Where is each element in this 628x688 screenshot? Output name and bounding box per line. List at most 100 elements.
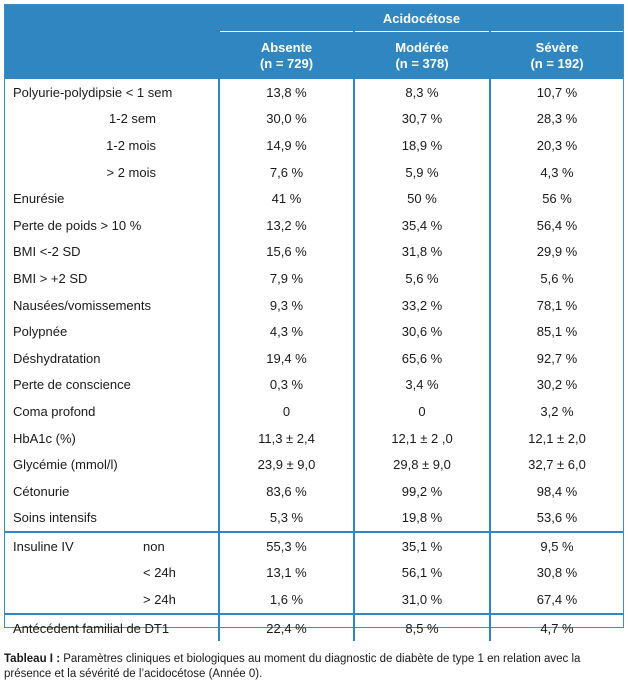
- row-value: 31,8 %: [353, 238, 490, 266]
- table-row: 1-2 sem 30,0 % 30,7 % 28,3 %: [5, 105, 624, 133]
- row-value: 14,9 %: [218, 132, 354, 159]
- row-value: 12,1 ± 2,0: [488, 424, 624, 452]
- row-value: 55,3 %: [218, 531, 354, 560]
- row-value: 56 %: [488, 185, 624, 212]
- row-value: 53,6 %: [488, 504, 624, 533]
- row-value: 19,4 %: [218, 344, 354, 372]
- row-value: 83,6 %: [218, 477, 354, 505]
- row-label: HbA1c (%): [13, 430, 76, 446]
- row-value: 0: [218, 398, 354, 425]
- row-value: 31,0 %: [353, 586, 490, 614]
- row-value: 33,2 %: [353, 291, 490, 319]
- row-value: 8,5 %: [353, 612, 490, 642]
- data-table-frame: Acidocétose Absente (n = 729) Modérée (n…: [4, 4, 624, 642]
- row-value: 35,4 %: [353, 211, 490, 239]
- row-label: Perte de poids > 10 %: [13, 217, 142, 233]
- table-row: Soins intensifs 5,3 % 19,8 % 53,6 %: [5, 504, 624, 533]
- row-value: 8,3 %: [353, 79, 490, 106]
- table-row: BMI > +2 SD 7,9 % 5,6 % 5,6 %: [5, 265, 624, 292]
- table-row: Perte de conscience 0,3 % 3,4 % 30,2 %: [5, 371, 624, 399]
- row-label: Cétonurie: [13, 483, 70, 499]
- table-row: Cétonurie 83,6 % 99,2 % 98,4 %: [5, 477, 624, 505]
- row-value: 65,6 %: [353, 344, 490, 372]
- row-value: 13,2 %: [218, 211, 354, 239]
- row-value: 18,9 %: [353, 132, 490, 159]
- table-row: Glycémie (mmol/l) 23,9 ± 9,0 29,8 ± 9,0 32,…: [5, 451, 624, 478]
- row-value: 29,8 ± 9,0: [353, 451, 490, 478]
- table-row: HbA1c (%) 11,3 ± 2,4 12,1 ± 2 ,0 12,1 ± 2,0: [5, 424, 624, 452]
- table-row: Antécédent familial de DT1 22,4 % 8,5 % 4,7…: [5, 612, 624, 642]
- row-value: 12,1 ± 2 ,0: [353, 424, 490, 452]
- row-value: 92,7 %: [488, 344, 624, 372]
- table-row: < 24h 13,1 % 56,1 % 30,8 %: [5, 559, 624, 587]
- insulin-sub-label: non: [143, 538, 165, 554]
- row-label: Insuline IV non: [5, 531, 219, 560]
- row-value: 13,8 %: [218, 79, 354, 106]
- row-value: 56,4 %: [488, 211, 624, 239]
- header-column-n: (n = 192): [530, 55, 584, 71]
- insulin-label-wrap: Insuline IV non: [13, 539, 218, 554]
- row-value: 7,9 %: [218, 265, 354, 292]
- row-value: 30,7 %: [353, 105, 490, 133]
- row-label: BMI > +2 SD: [13, 270, 88, 286]
- header-column-name: Modérée: [395, 39, 449, 55]
- row-value: 23,9 ± 9,0: [218, 451, 354, 478]
- table-row: Nausées/vomissements 9,3 % 33,2 % 78,1 %: [5, 291, 624, 319]
- row-value: 99,2 %: [353, 477, 490, 505]
- row-label: Déshydratation: [13, 350, 101, 366]
- row-value: 7,6 %: [218, 158, 354, 186]
- table-row: Enurésie 41 % 50 % 56 %: [5, 185, 624, 212]
- header-acidocetose: Acidocétose: [217, 5, 624, 32]
- row-value: 13,1 %: [218, 559, 354, 587]
- row-value: 30,8 %: [488, 559, 624, 587]
- row-value: 15,6 %: [218, 238, 354, 266]
- row-value: 19,8 %: [353, 504, 490, 533]
- table-row: Déshydratation 19,4 % 65,6 % 92,7 %: [5, 344, 624, 372]
- row-label: Perte de conscience: [13, 377, 131, 393]
- header-column-moderee: Modérée (n = 378): [353, 31, 490, 79]
- row-value: 4,7 %: [488, 612, 624, 642]
- row-value: 9,3 %: [218, 291, 354, 319]
- row-value: 0: [353, 398, 490, 425]
- row-label: Polyurie-polydipsie < 1 sem: [13, 84, 173, 100]
- row-value: 28,3 %: [488, 105, 624, 133]
- table-row: > 2 mois 7,6 % 5,9 % 4,3 %: [5, 158, 624, 186]
- header-column-name: Sévère: [535, 39, 579, 55]
- table-caption: Tableau I : Paramètres cliniques et biol…: [4, 652, 624, 682]
- row-value: 41 %: [218, 185, 354, 212]
- header-column-absente: Absente (n = 729): [218, 31, 354, 79]
- row-value: 10,7 %: [488, 79, 624, 106]
- table-row: Polyurie-polydipsie < 1 sem 13,8 % 8,3 % 10…: [5, 79, 624, 106]
- row-label: Soins intensifs: [13, 510, 97, 526]
- row-label: 1-2 sem: [109, 111, 156, 127]
- row-value: 5,6 %: [353, 265, 490, 292]
- insulin-label: Insuline IV: [13, 538, 74, 554]
- header-column-severe: Sévère (n = 192): [488, 31, 624, 79]
- row-value: 30,0 %: [218, 105, 354, 133]
- row-value: 1,6 %: [218, 586, 354, 614]
- row-value: 85,1 %: [488, 318, 624, 345]
- header-blank-cell: [5, 5, 219, 79]
- row-value: 22,4 %: [218, 612, 354, 642]
- row-value: 0,3 %: [218, 371, 354, 399]
- row-value: 30,2 %: [488, 371, 624, 399]
- header-column-name: Absente: [260, 39, 313, 55]
- row-label: Antécédent familial de DT1: [5, 612, 219, 642]
- caption-text: Paramètres cliniques et biologiques au m…: [4, 653, 581, 680]
- table-row: > 24h 1,6 % 31,0 % 67,4 %: [5, 586, 624, 614]
- row-value: 78,1 %: [488, 291, 624, 319]
- insulin-sub-label: > 24h: [143, 592, 176, 608]
- caption-label: Tableau I :: [4, 653, 61, 665]
- row-label: Coma profond: [13, 403, 96, 419]
- insulin-sub-label: < 24h: [143, 565, 176, 581]
- row-label: Polypnée: [13, 324, 68, 340]
- row-value: 4,3 %: [488, 158, 624, 186]
- table-row: Perte de poids > 10 % 13,2 % 35,4 % 56,4 %: [5, 211, 624, 239]
- row-value: 30,6 %: [353, 318, 490, 345]
- row-label: Glycémie (mmol/l): [13, 457, 118, 473]
- row-value: 50 %: [353, 185, 490, 212]
- row-label: BMI <-2 SD: [13, 244, 81, 260]
- table-row: BMI <-2 SD 15,6 % 31,8 % 29,9 %: [5, 238, 624, 266]
- row-value: 5,9 %: [353, 158, 490, 186]
- table-row: Polypnée 4,3 % 30,6 % 85,1 %: [5, 318, 624, 345]
